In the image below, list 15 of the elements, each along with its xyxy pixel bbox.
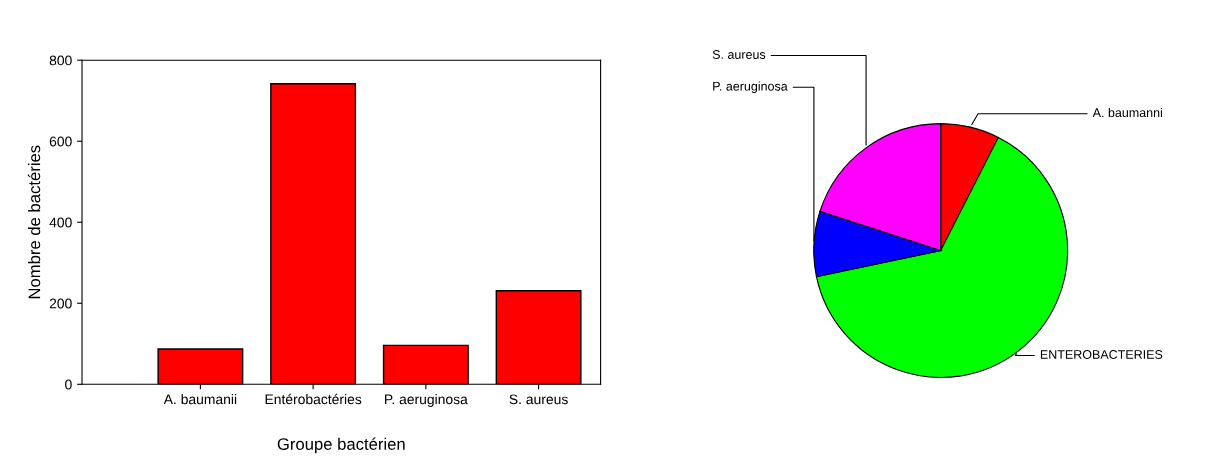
y-tick-label: 0 — [65, 379, 72, 390]
y-tick-label: 200 — [49, 298, 72, 309]
slice-label: S. aureus — [712, 50, 766, 59]
y-tick-label: 600 — [49, 136, 72, 147]
x-tick-label: S. aureus — [509, 394, 568, 405]
y-tick-label: 400 — [49, 217, 72, 228]
slice-label: ENTEROBACTERIES — [1040, 350, 1163, 359]
x-axis-title: Groupe bactérien — [277, 437, 405, 454]
slice-label: A. baumanni — [1092, 107, 1162, 118]
x-tick-label: Entérobactéries — [265, 393, 362, 405]
x-tick-label: A. baumanii — [163, 394, 237, 405]
y-axis-title: Nombre de bactéries — [27, 145, 41, 299]
y-tick-label: 800 — [49, 55, 72, 66]
x-tick-label: P. aeruginosa — [385, 394, 468, 407]
slice-label: P. aeruginosa — [713, 81, 788, 94]
